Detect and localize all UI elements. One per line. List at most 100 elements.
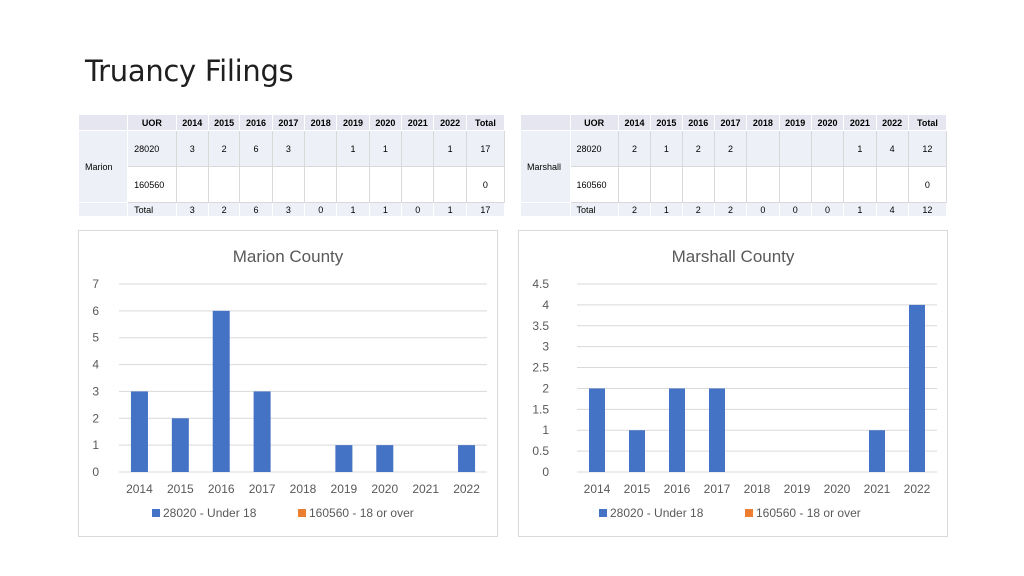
table-cell (681, 166, 715, 203)
column-header: 2021 (843, 114, 877, 131)
bar (709, 388, 725, 472)
column-header: 2015 (650, 114, 683, 131)
table-cell: 3 (271, 130, 306, 167)
x-tick-label: 2016 (664, 482, 691, 496)
column-header: UOR (569, 114, 619, 131)
table-cell (207, 166, 241, 203)
table-cell: 0 (465, 166, 506, 203)
table-cell: 0 (907, 166, 948, 203)
column-header: UOR (127, 114, 177, 131)
table-cell: 1 (368, 202, 403, 217)
table-cell: 3 (175, 130, 209, 167)
column-header: 2016 (681, 114, 715, 131)
x-tick-label: 2020 (371, 482, 398, 496)
bar (458, 445, 476, 472)
table-cell: 1 (433, 130, 467, 167)
chart-svg: Marshall County 0 0.5 1 1.5 2 2.5 3 3.5 4 4.5 2014 2… (532, 247, 937, 520)
y-tick-label: 3.5 (532, 319, 549, 333)
column-header: Total (907, 114, 948, 131)
column-header: 2019 (336, 114, 370, 131)
table-cell: 2 (713, 202, 748, 217)
bar (253, 391, 271, 472)
table-cell: 2 (681, 130, 715, 167)
table-cell: 1 (336, 130, 370, 167)
table-cell: 2 (681, 202, 715, 217)
table-cell (617, 166, 652, 203)
table-cell: 2 (617, 130, 652, 167)
bar (669, 388, 685, 472)
y-tick-label: 3 (92, 384, 99, 398)
table-cell (810, 130, 845, 167)
table-cell: 17 (465, 202, 506, 217)
table-cell (746, 166, 780, 203)
marshall-table: UOR 2014 2015 2016 2017 2018 2019 2020 2021 2022 T… (520, 114, 948, 217)
table-cell: 4 (875, 130, 909, 167)
table-cell: 0 (746, 202, 780, 217)
table-cell: 6 (239, 202, 273, 217)
marshall-chart: Marshall County 0 0.5 1 1.5 2 2.5 3 3.5 4 4.5 2014 2… (518, 230, 948, 537)
county-label-spacer (77, 202, 129, 217)
column-header: 2020 (368, 114, 403, 131)
table-cell (336, 166, 370, 203)
table-cell: 12 (907, 202, 948, 217)
y-tick-label: 2 (542, 381, 549, 395)
x-tick-label: 2017 (704, 482, 731, 496)
x-tick-label: 2014 (584, 482, 611, 496)
county-label-spacer (520, 202, 571, 217)
table-cell (175, 166, 209, 203)
column-header: 2015 (207, 114, 241, 131)
table-cell: 6 (239, 130, 273, 167)
y-tick-label: 1 (542, 423, 549, 437)
uor-cell: Total (127, 202, 177, 217)
table-cell: 1 (843, 130, 877, 167)
column-header: 2022 (433, 114, 467, 131)
table-cell (650, 166, 683, 203)
table-cell: 0 (778, 202, 812, 217)
table-cell: 2 (207, 130, 241, 167)
uor-cell: 160560 (569, 166, 619, 203)
table-cell: 3 (175, 202, 209, 217)
bar (376, 445, 394, 472)
bar (909, 304, 925, 472)
column-header: 2017 (271, 114, 306, 131)
x-tick-label: 2020 (824, 482, 851, 496)
x-tick-label: 2022 (453, 482, 480, 496)
table-cell: 17 (465, 130, 506, 167)
column-header: Total (465, 114, 506, 131)
y-tick-label: 0 (92, 465, 99, 479)
bar (171, 418, 189, 472)
county-label: Marshall (520, 130, 571, 203)
table-cell: 4 (875, 202, 909, 217)
column-header: 2019 (778, 114, 812, 131)
y-tick-label: 2 (92, 411, 99, 425)
x-tick-label: 2015 (167, 482, 194, 496)
column-header: 2014 (175, 114, 209, 131)
chart-title: Marion County (233, 247, 344, 266)
column-header: 2018 (304, 114, 338, 131)
legend-label: 160560 - 18 or over (756, 506, 861, 520)
y-tick-label: 1 (92, 438, 99, 452)
uor-cell: 28020 (127, 130, 177, 167)
x-tick-label: 2018 (290, 482, 317, 496)
bar (335, 445, 353, 472)
county-header-cell (520, 114, 571, 131)
table-row: Total 3 2 6 3 0 1 1 0 1 17 (77, 202, 506, 217)
legend-swatch (745, 509, 753, 517)
column-header: 2020 (810, 114, 845, 131)
table-cell: 3 (271, 202, 306, 217)
bar (589, 388, 605, 472)
y-tick-label: 4.5 (532, 277, 549, 291)
table-cell (401, 166, 435, 203)
marion-table: UOR 2014 2015 2016 2017 2018 2019 2020 2021 2022 T… (77, 114, 506, 217)
x-tick-label: 2016 (208, 482, 235, 496)
y-tick-label: 4 (542, 298, 549, 312)
table-cell (271, 166, 306, 203)
page-title: Truancy Filings (85, 54, 294, 88)
x-tick-label: 2021 (412, 482, 439, 496)
legend-swatch (152, 509, 160, 517)
table-cell: 1 (336, 202, 370, 217)
table-cell: 1 (368, 130, 403, 167)
table-cell (368, 166, 403, 203)
uor-cell: Total (569, 202, 619, 217)
table-cell: 0 (304, 202, 338, 217)
